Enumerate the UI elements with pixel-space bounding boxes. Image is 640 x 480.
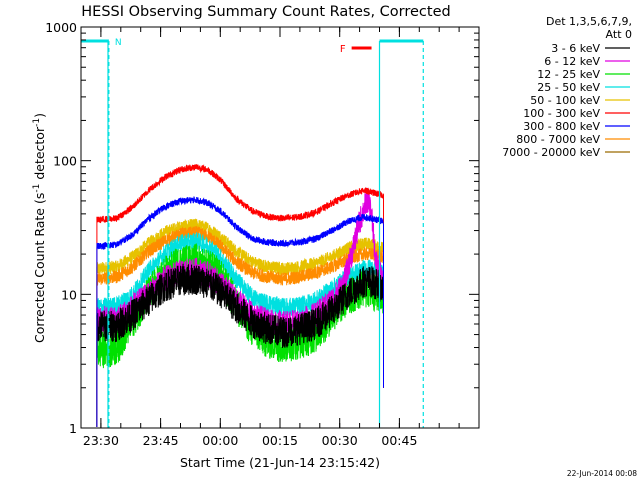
night-label: N (115, 38, 122, 48)
x-tick-label: 23:45 (143, 433, 179, 448)
series-line-0 (96, 263, 384, 427)
x-tick-label: 00:30 (322, 433, 358, 448)
legend-label: 3 - 6 keV (551, 42, 600, 55)
series-line-7 (96, 225, 384, 427)
x-tick-label: 00:00 (202, 433, 238, 448)
x-axis-label: Start Time (21-Jun-14 23:15:42) (180, 455, 380, 470)
legend-label: 25 - 50 keV (537, 81, 600, 94)
chart-title: HESSI Observing Summary Count Rates, Cor… (81, 4, 450, 20)
x-tick-label: 00:45 (381, 433, 417, 448)
x-axis: 23:30 23:45 00:00 00:15 00:30 00:45 (80, 27, 480, 448)
y-tick-label: 1000 (45, 20, 77, 35)
y-tick-label: 1 (69, 421, 77, 436)
y-axis-label: Corrected Count Rate (s-1 detector-1) (32, 113, 47, 343)
flare-label: F (340, 44, 346, 55)
y-tick-label: 10 (61, 287, 77, 302)
legend-label: 6 - 12 keV (544, 55, 600, 68)
legend-header-detectors: Det 1,3,5,6,7,9, (546, 15, 632, 28)
series-line-4 (96, 218, 384, 427)
legend-label: 7000 - 20000 keV (502, 146, 600, 159)
legend-label: 100 - 300 keV (523, 107, 600, 120)
legend-label: 12 - 25 keV (537, 68, 600, 81)
x-tick-label: 00:15 (262, 433, 298, 448)
legend-label: 50 - 100 keV (530, 94, 600, 107)
footer-date: 22-Jun-2014 00:08 (567, 469, 637, 478)
series-line-5 (96, 164, 384, 427)
legend-header-attenuator: Att 0 (606, 28, 632, 41)
y-tick-label: 100 (53, 154, 77, 169)
overlay-layer: NF (81, 38, 424, 428)
series-line-6 (96, 195, 384, 427)
legend-label: 300 - 800 keV (523, 120, 600, 133)
legend-label: 800 - 7000 keV (516, 133, 600, 146)
x-tick-label: 23:30 (83, 433, 119, 448)
series-layer (96, 164, 384, 427)
y-axis: 1 10 100 1000 (45, 20, 479, 436)
